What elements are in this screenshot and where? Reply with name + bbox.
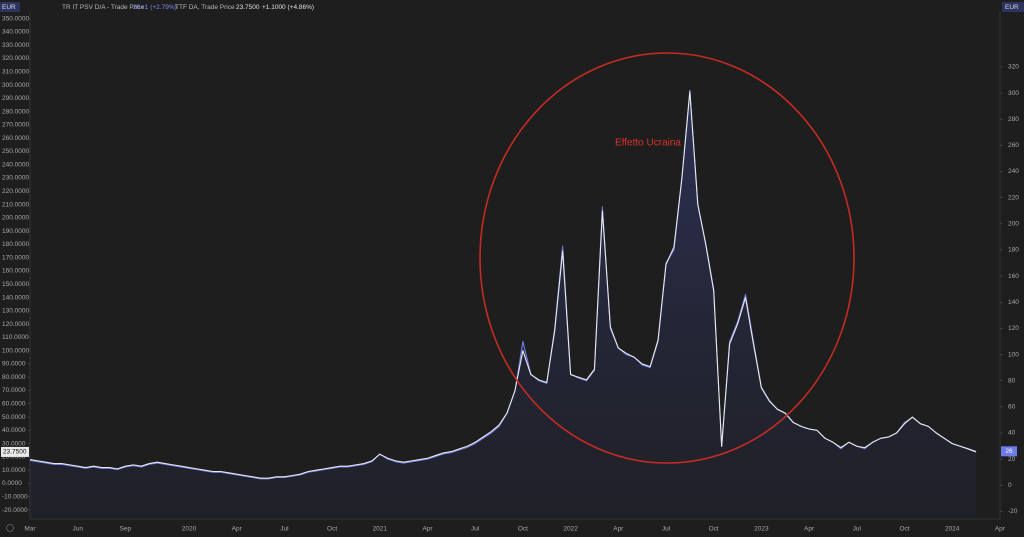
y2-tick-label: 140 [1008,299,1019,306]
y-tick-label: 10.0000 [2,467,26,474]
x-tick-label: Apr [232,526,243,533]
x-tick-label: Oct [518,526,528,533]
x-tick-label: Apr [804,526,815,533]
y-tick-label: 320.0000 [2,55,29,62]
y-tick-label: 110.0000 [2,334,29,341]
series-area [30,90,977,518]
y2-tick-label: 180 [1008,247,1019,254]
series-line [29,91,977,479]
y-tick-label: 350.0000 [2,15,29,22]
currency-button[interactable] [1002,2,1024,12]
y-tick-label: -20.0000 [2,507,28,514]
y-tick-label: -10.0000 [2,493,28,500]
y-tick-label: 40.0000 [2,427,26,434]
x-tick-label: Mar [24,526,36,533]
x-tick-label: 2022 [563,526,578,533]
x-tick-label: 2024 [945,526,960,533]
x-tick-label: Oct [327,526,337,533]
y-tick-label: 310.0000 [2,68,29,75]
y2-tick-label: 220 [1008,194,1019,201]
y-tick-label: 300.0000 [2,82,29,89]
y-tick-label: 280.0000 [2,108,29,115]
y2-tick-label: 160 [1008,273,1019,280]
y-tick-label: 120.0000 [2,321,29,328]
annotation: Effetto Ucraina [615,138,681,149]
y2-tick-label: 120 [1008,325,1019,332]
legend-name: TTF DA, Trade Price [175,4,235,11]
x-tick-label: 2020 [182,526,197,533]
y-tick-label: 20.0000 [2,454,26,461]
currency-button[interactable] [0,2,20,12]
y-tick-label: 70.0000 [2,387,26,394]
settings-icon[interactable] [6,524,14,532]
y2-tick-label: 260 [1008,142,1019,149]
last-value-box [1,446,29,457]
y-tick-label: 210.0000 [2,201,29,208]
y2-tick-label: 40 [1008,430,1016,437]
y-tick-label: 180.0000 [2,241,29,248]
y-tick-label: 230.0000 [2,175,29,182]
y-tick-label: 190.0000 [2,228,29,235]
last-value-box [1001,446,1017,457]
y2-tick-label: 0 [1008,482,1012,489]
last-value-label: 23.7500 [3,449,27,456]
y2-tick-label: 100 [1008,351,1019,358]
y2-tick-label: 320 [1008,64,1019,71]
y2-tick-label: 240 [1008,168,1019,175]
y-tick-label: 270.0000 [2,122,29,129]
x-tick-label: Apr [995,526,1006,533]
last-value-label: 26 [1005,448,1013,455]
x-tick-label: Oct [899,526,909,533]
currency-label[interactable]: EUR [1005,4,1019,11]
y-tick-label: 60.0000 [2,401,26,408]
y-tick-label: 130.0000 [2,308,29,315]
y2-tick-label: -20 [1008,508,1018,515]
y-tick-label: 290.0000 [2,95,29,102]
x-tick-label: Jul [280,526,289,533]
y-tick-label: 170.0000 [2,254,29,261]
x-tick-label: Apr [613,526,624,533]
y-tick-label: 80.0000 [2,374,26,381]
x-tick-label: Jun [72,526,83,533]
y-tick-label: 240.0000 [2,161,29,168]
x-tick-label: 2021 [373,526,388,533]
y-tick-label: 100.0000 [2,347,29,354]
legend-last: 26 [133,4,141,11]
y-tick-label: 260.0000 [2,135,29,142]
y-tick-label: 50.0000 [2,414,26,421]
highlight-circle [479,52,855,464]
y2-tick-label: 20 [1008,456,1016,463]
y-tick-label: 90.0000 [2,361,26,368]
x-tick-label: Apr [422,526,433,533]
legend-last: 23.7500 [236,4,260,11]
y-tick-label: 0.0000 [2,480,22,487]
x-tick-label: Sep [120,526,132,533]
y2-tick-label: 60 [1008,404,1016,411]
y2-tick-label: 300 [1008,90,1019,97]
y-tick-label: 200.0000 [2,215,29,222]
y-tick-label: 160.0000 [2,268,29,275]
currency-label[interactable]: EUR [2,4,16,11]
y-tick-label: 140.0000 [2,294,29,301]
y-tick-label: 30.0000 [2,440,26,447]
plot-area [29,89,977,518]
legend-name: TR IT PSV D/A - Trade Price [62,4,145,11]
y-tick-label: 220.0000 [2,188,29,195]
x-tick-label: 2023 [754,526,769,533]
legend-change: +1 (+2.79%) [141,4,177,11]
legend-change: +1.1000 (+4.86%) [262,4,314,11]
y-tick-label: 250.0000 [2,148,29,155]
y2-tick-label: 200 [1008,221,1019,228]
y2-tick-label: 80 [1008,377,1016,384]
x-tick-label: Oct [709,526,719,533]
y-tick-label: 150.0000 [2,281,29,288]
x-tick-label: Jul [471,526,480,533]
y2-tick-label: 280 [1008,116,1019,123]
x-tick-label: Jul [662,526,671,533]
y-tick-label: 330.0000 [2,42,29,49]
x-tick-label: Jul [853,526,862,533]
y-tick-label: 340.0000 [2,29,29,36]
